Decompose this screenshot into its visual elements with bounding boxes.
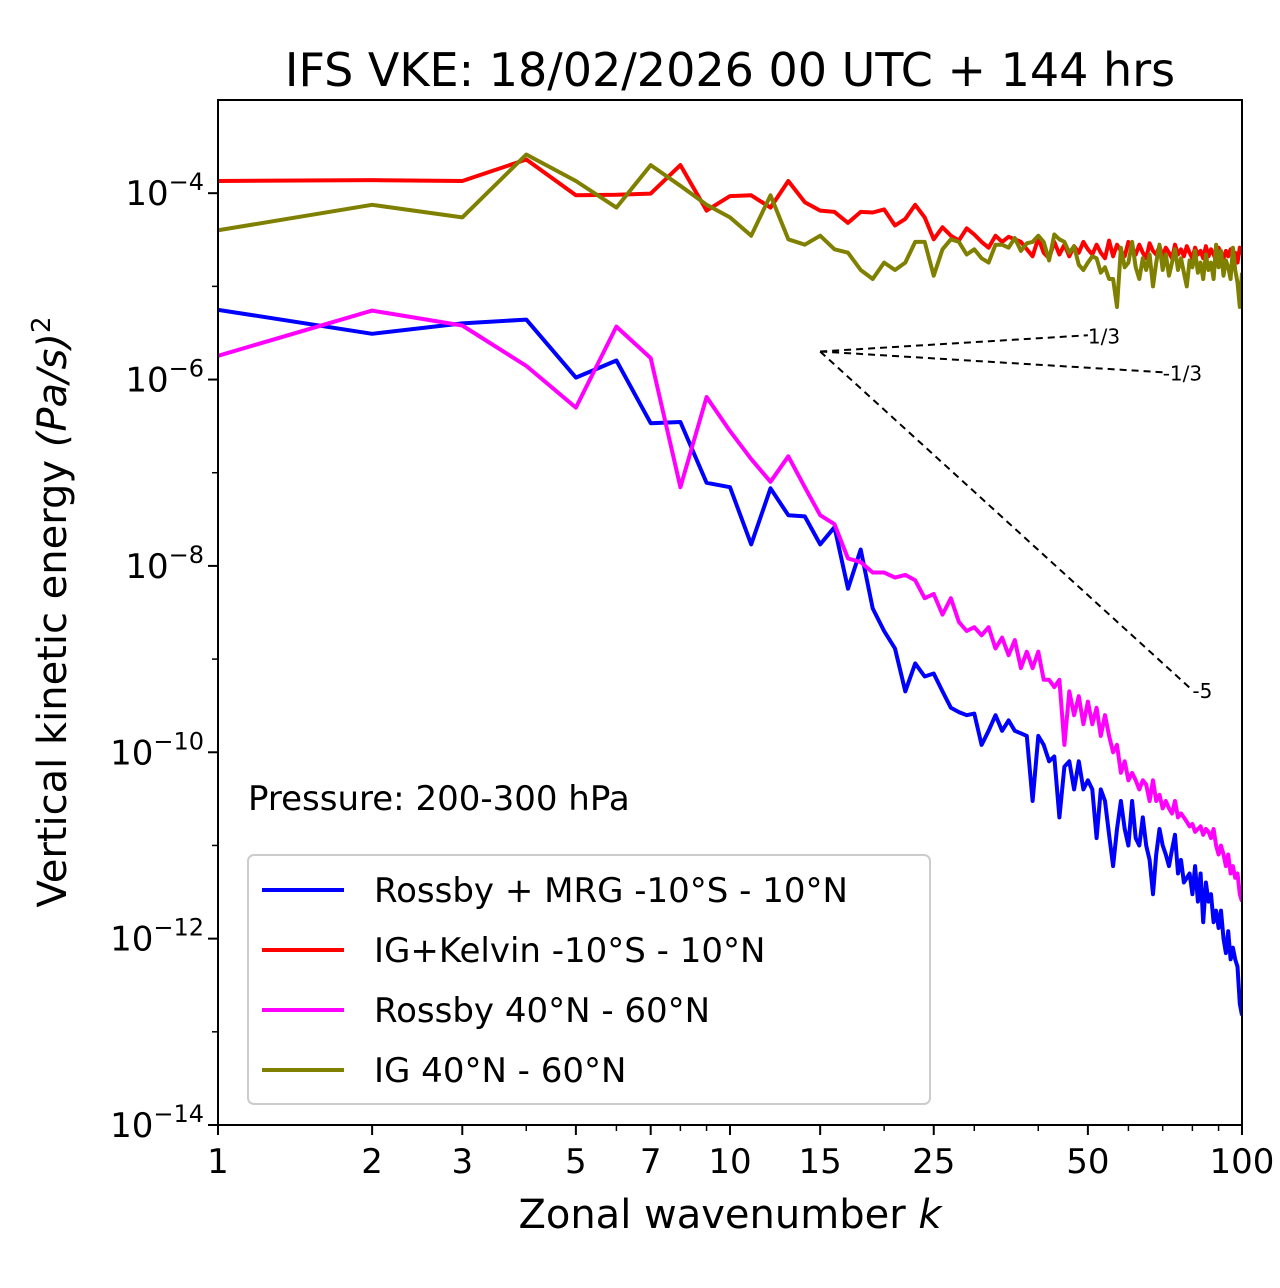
y-tick-label: 10−4 [125,168,204,214]
chart-title: IFS VKE: 18/02/2026 00 UTC + 144 hrs [285,43,1175,97]
plot-frame [217,99,1243,1126]
series-layer [218,152,1242,1016]
x-tick-label: 10 [708,1142,751,1182]
x-axis-label: Zonal wavenumber k [518,1192,943,1238]
x-tick-label: 1 [207,1142,229,1182]
y-tick-label: 10−14 [110,1100,204,1146]
series-line [218,308,1242,903]
y-tick-label: 10−8 [125,541,204,587]
legend-label: Rossby 40°N - 60°N [374,991,710,1031]
legend-items: Rossby + MRG -10°S - 10°N IG+Kelvin -10°S… [262,871,848,1091]
reference-slope-label: 1/3 [1088,324,1120,348]
x-tick-label: 3 [451,1142,473,1182]
reference-slope-line [819,350,1194,691]
x-tick-label: 7 [640,1142,662,1182]
reference-slope-label: -1/3 [1163,361,1202,385]
y-axis-label-text: Vertical kinetic energy [30,460,76,908]
x-tick-label: 50 [1066,1142,1109,1182]
series-line [218,307,1242,1016]
legend-box [247,854,931,1105]
x-axis-label-text: Zonal wavenumber [518,1192,906,1238]
legend: Rossby + MRG -10°S - 10°N IG+Kelvin -10°S… [247,854,931,1105]
reference-slope-label: -5 [1192,679,1212,703]
series-line [218,152,1242,309]
tick-layer: 1 2 3 5 7 10 15 25 50 100 10−14 10−12 10−10 10−8 10−6 1… [110,168,1274,1182]
reference-slope-line [820,350,1163,374]
legend-label: Rossby + MRG -10°S - 10°N [374,871,848,911]
x-tick-label: 25 [912,1142,955,1182]
y-tick-label: 10−10 [110,727,204,773]
pressure-annotation: Pressure: 200-300 hPa [248,779,630,819]
y-tick-label: 10−6 [125,355,204,401]
reference-lines: 1/3 -1/3 -5 [819,324,1212,703]
y-axis-label-exp: 2 [27,317,57,334]
y-axis-label: Vertical kinetic energy (Pa/s)2 [27,317,76,908]
y-axis-label-units: (Pa/s) [30,333,76,447]
y-tick-label: 10−12 [110,914,204,960]
x-tick-label: 15 [799,1142,842,1182]
series-line [218,157,1242,265]
x-axis-label-var: k [918,1192,943,1238]
legend-label: IG 40°N - 60°N [374,1051,626,1091]
x-tick-label: 2 [361,1142,383,1182]
reference-slope-line [820,334,1088,353]
x-tick-label: 100 [1210,1142,1275,1182]
x-tick-label: 5 [565,1142,587,1182]
legend-label: IG+Kelvin -10°S - 10°N [374,931,765,971]
